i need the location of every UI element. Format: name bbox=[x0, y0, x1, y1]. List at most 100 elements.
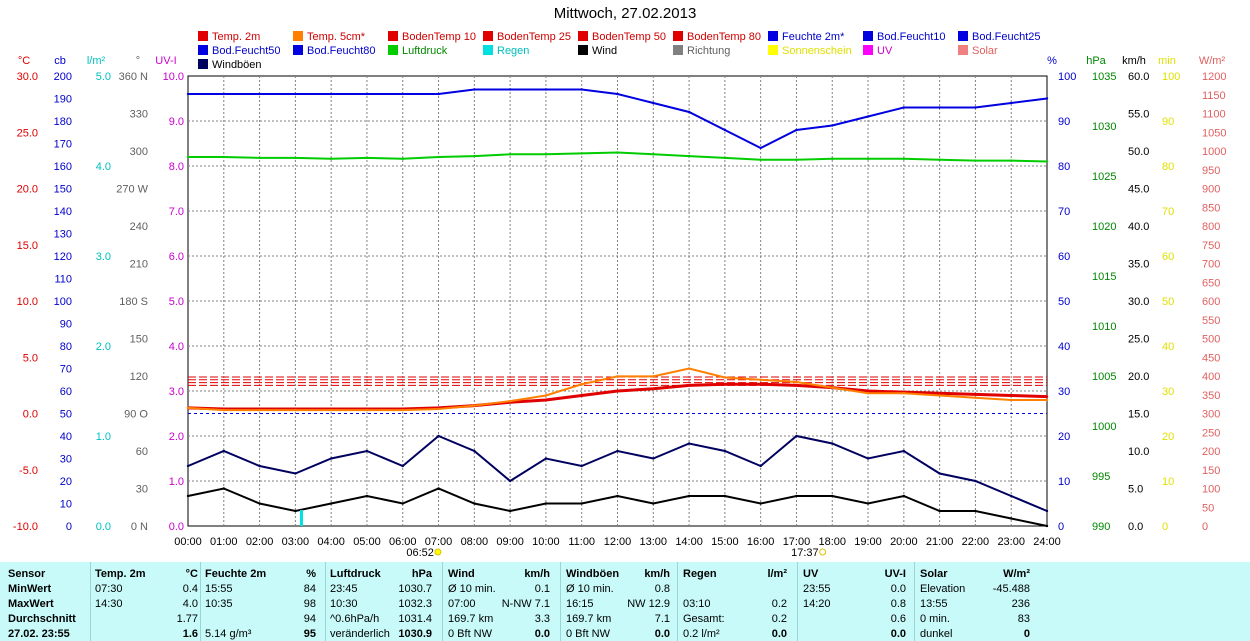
legend-label: Bod.Feucht50 bbox=[212, 45, 281, 57]
series-point bbox=[508, 399, 512, 403]
series-point bbox=[795, 158, 798, 161]
time-tick: 19:00 bbox=[854, 536, 882, 548]
legend-item: Bod.Feucht10 bbox=[863, 31, 946, 43]
axis-tick-uv: 7.0 bbox=[169, 206, 184, 218]
time-tick: 23:00 bbox=[997, 536, 1025, 548]
series-point bbox=[723, 156, 727, 160]
legend-label: Temp. 5cm* bbox=[307, 31, 366, 43]
legend-label: Solar bbox=[972, 45, 998, 57]
axis-tick-dir: 300 bbox=[130, 146, 148, 158]
series-point bbox=[1045, 524, 1049, 528]
axis-tick-temp: 25.0 bbox=[17, 127, 38, 139]
series-point bbox=[795, 494, 798, 498]
axis-tick-dir: 150 bbox=[130, 334, 148, 346]
series-point bbox=[866, 389, 870, 393]
axis-tick-dir: 90 O bbox=[124, 409, 148, 421]
series-point bbox=[652, 457, 655, 460]
axis-tick-kmh: 20.0 bbox=[1128, 371, 1149, 383]
summary-header-unit: UV-I bbox=[884, 568, 906, 580]
summary-value: 0.8 bbox=[654, 583, 670, 595]
legend-swatch bbox=[293, 45, 303, 55]
axis-tick-min: 10 bbox=[1162, 476, 1174, 488]
axis-tick-rain: 3.0 bbox=[96, 251, 111, 263]
axis-tick-wm2: 650 bbox=[1202, 277, 1220, 289]
axis-tick-hum: 30 bbox=[1058, 386, 1070, 398]
legend-swatch bbox=[863, 45, 873, 55]
time-tick: 09:00 bbox=[496, 536, 524, 548]
series-point bbox=[580, 464, 583, 468]
axis-tick-temp: 0.0 bbox=[23, 409, 38, 421]
axis-tick-wm2: 0 bbox=[1202, 521, 1208, 533]
axis-tick-hum: 100 bbox=[1058, 71, 1076, 83]
axis-tick-rain: 2.0 bbox=[96, 341, 111, 353]
summary-cell: Ø 10 min. bbox=[448, 583, 496, 595]
legend-swatch bbox=[958, 45, 968, 55]
series-point bbox=[258, 408, 261, 412]
axis-title-rain: l/m² bbox=[87, 55, 106, 67]
axis-title-wm2: W/m² bbox=[1199, 55, 1226, 67]
axis-tick-wm2: 950 bbox=[1202, 165, 1220, 177]
summary-header-unit: % bbox=[306, 568, 316, 580]
axis-tick-dir: 210 bbox=[130, 259, 148, 271]
summary-value: 4.0 bbox=[182, 598, 198, 610]
time-tick: 16:00 bbox=[747, 536, 775, 548]
axis-tick-wm2: 50 bbox=[1202, 502, 1214, 514]
axis-tick-wm2: 550 bbox=[1202, 315, 1220, 327]
axis-title-hpa: hPa bbox=[1086, 55, 1106, 67]
summary-cell: Ø 10 min. bbox=[566, 583, 614, 595]
series-point bbox=[186, 494, 190, 498]
series-point bbox=[1045, 395, 1049, 398]
series-point bbox=[687, 384, 691, 387]
axis-tick-cb: 80 bbox=[60, 341, 72, 353]
legend-item: Bod.Feucht80 bbox=[293, 45, 376, 57]
axis-tick-wm2: 350 bbox=[1202, 390, 1220, 402]
axis-tick-dir: 270 W bbox=[116, 184, 148, 196]
axis-tick-hum: 50 bbox=[1058, 296, 1070, 308]
axis-tick-kmh: 40.0 bbox=[1128, 221, 1149, 233]
series-point bbox=[902, 392, 906, 395]
axis-tick-min: 60 bbox=[1162, 251, 1174, 263]
axis-tick-min: 20 bbox=[1162, 431, 1174, 443]
series-point bbox=[294, 472, 297, 475]
axis-tick-hum: 80 bbox=[1058, 161, 1070, 173]
axis-tick-wm2: 750 bbox=[1202, 240, 1220, 252]
summary-cell: Elevation bbox=[920, 583, 966, 595]
series-point bbox=[652, 375, 655, 378]
series-point bbox=[616, 389, 619, 393]
series-point bbox=[186, 155, 190, 159]
axis-tick-hum: 40 bbox=[1058, 341, 1070, 353]
summary-header: Wind bbox=[448, 568, 475, 580]
legend-label: Bod.Feucht25 bbox=[972, 31, 1041, 43]
summary-value: 0.0 bbox=[534, 628, 550, 640]
legend-swatch bbox=[198, 59, 208, 69]
series-point bbox=[294, 156, 297, 160]
series-point bbox=[687, 442, 691, 445]
series-point bbox=[723, 128, 727, 132]
legend-item: BodenTemp 25 bbox=[483, 31, 571, 43]
series-point bbox=[365, 494, 369, 498]
summary-header-unit: km/h bbox=[524, 568, 550, 580]
series-point bbox=[974, 396, 977, 399]
series-point bbox=[508, 88, 512, 91]
time-tick: 08:00 bbox=[461, 536, 489, 548]
series-point bbox=[365, 92, 369, 96]
axis-tick-dir: 360 N bbox=[119, 71, 148, 83]
axis-tick-cb: 120 bbox=[54, 251, 72, 263]
axis-tick-kmh: 10.0 bbox=[1128, 446, 1149, 458]
summary-header: Luftdruck bbox=[330, 568, 381, 580]
axis-tick-kmh: 25.0 bbox=[1128, 334, 1149, 346]
time-tick: 11:00 bbox=[568, 536, 595, 548]
series-point bbox=[831, 494, 834, 498]
series-point bbox=[723, 494, 727, 498]
axis-tick-kmh: 60.0 bbox=[1128, 71, 1149, 83]
series-point bbox=[473, 154, 476, 158]
legend-swatch bbox=[578, 31, 588, 41]
legend-label: BodenTemp 50 bbox=[592, 31, 666, 43]
axis-tick-cb: 140 bbox=[54, 206, 72, 218]
axis-tick-wm2: 450 bbox=[1202, 352, 1220, 364]
series-point bbox=[902, 106, 906, 109]
legend-swatch bbox=[768, 31, 778, 41]
summary-divider bbox=[90, 562, 91, 641]
summary-value: 0.8 bbox=[890, 598, 906, 610]
summary-value: 0.0 bbox=[771, 628, 787, 640]
